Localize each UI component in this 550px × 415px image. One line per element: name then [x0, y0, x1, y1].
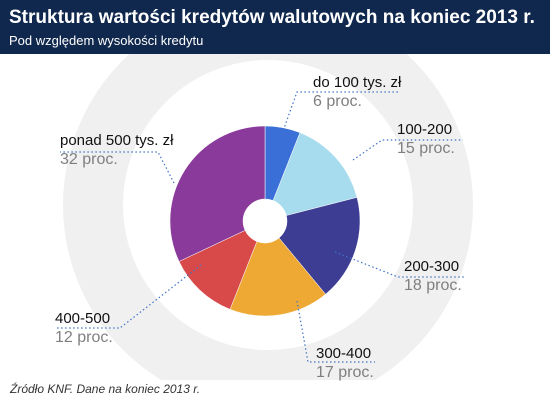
label-100-200: 100-200 15 proc. [397, 121, 455, 157]
label-value: 15 proc. [397, 139, 455, 157]
label-name: 200-300 [404, 258, 460, 275]
label-value: 18 proc. [404, 276, 462, 294]
label-300-400: 300-400 17 proc. [316, 345, 374, 381]
chart-subtitle: Pod względem wysokości kredytu [9, 33, 204, 48]
donut-chart [55, 54, 473, 380]
label-value: 12 proc. [55, 328, 113, 346]
header-bar: Struktura wartości kredytów walutowych n… [0, 0, 550, 54]
watermark-ring [63, 54, 473, 380]
leader-line-3 [296, 300, 375, 363]
label-name: do 100 tys. zł [313, 74, 402, 91]
label-do-100: do 100 tys. zł 6 proc. [313, 74, 402, 110]
leader-lines [55, 91, 465, 363]
slice-2 [278, 197, 361, 295]
leader-line-1 [352, 139, 463, 161]
slice-5 [169, 125, 266, 262]
label-name: 100-200 [397, 121, 453, 138]
label-name: 300-400 [316, 345, 372, 362]
label-ponad-500: ponad 500 tys. zł 32 proc. [60, 132, 174, 168]
chart-title: Struktura wartości kredytów walutowych n… [9, 7, 535, 28]
label-200-300: 200-300 18 proc. [404, 258, 462, 294]
leader-line-5 [60, 151, 175, 184]
leader-line-0 [281, 91, 398, 135]
label-value: 6 proc. [313, 92, 362, 110]
label-400-500: 400-500 12 proc. [55, 310, 113, 346]
label-name: ponad 500 tys. zł [60, 132, 174, 149]
leader-line-2 [334, 251, 465, 278]
label-value: 17 proc. [316, 363, 374, 381]
source-note: Źródło KNF. Dane na koniec 2013 r. [10, 382, 201, 396]
slice-1 [272, 132, 358, 216]
label-value: 32 proc. [60, 150, 118, 168]
slice-3 [229, 237, 326, 317]
donut-slices [169, 125, 361, 317]
label-name: 400-500 [55, 310, 111, 327]
